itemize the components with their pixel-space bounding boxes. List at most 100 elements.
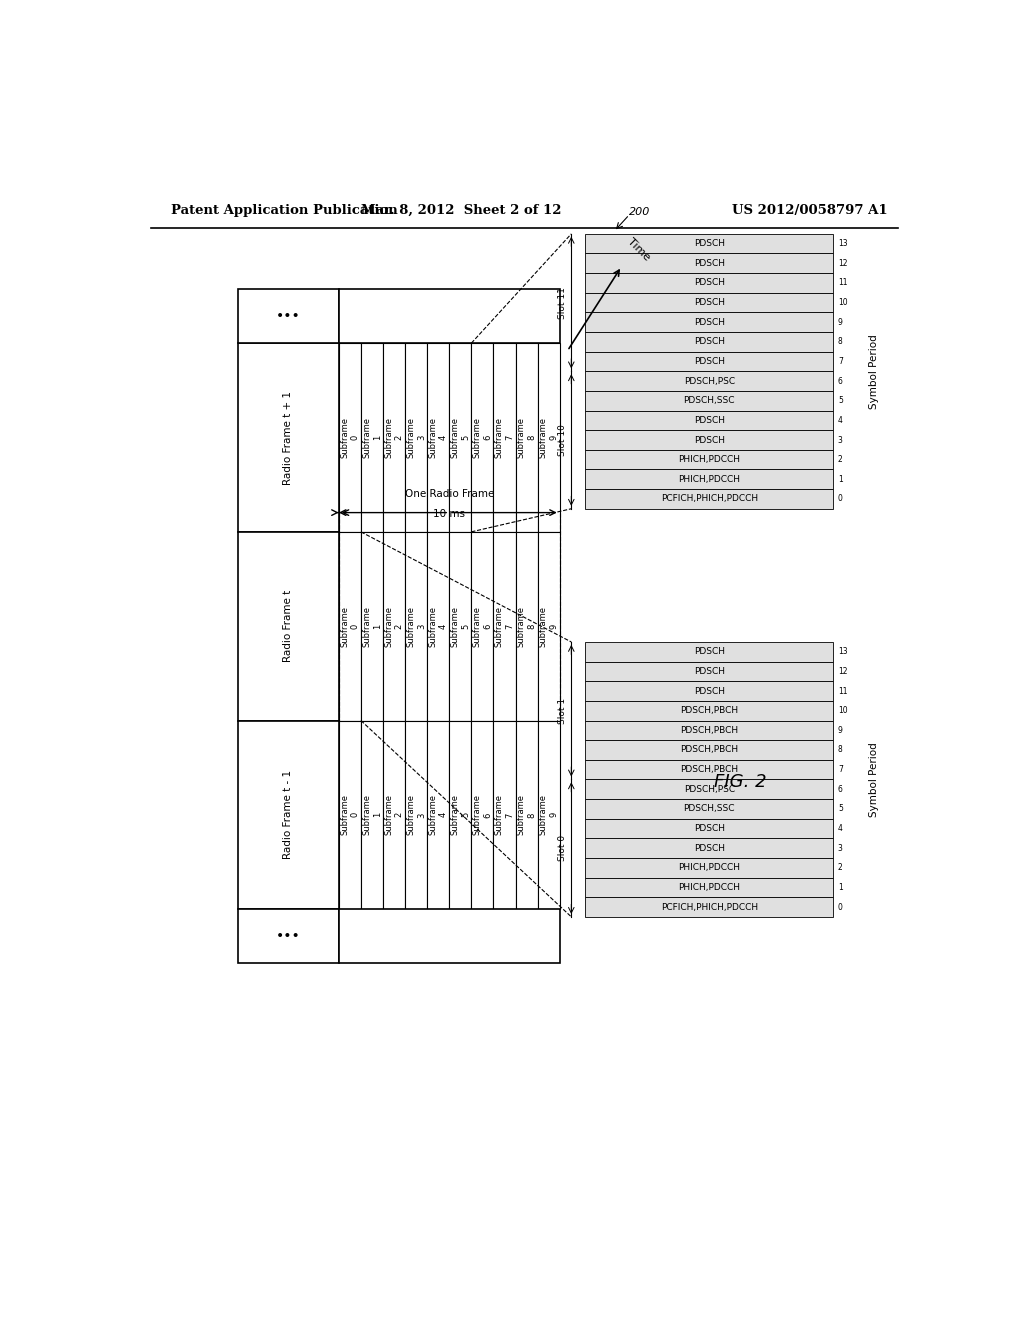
- Text: Subframe
0: Subframe 0: [340, 417, 359, 458]
- Text: Slot 11: Slot 11: [558, 286, 567, 318]
- Bar: [515, 343, 538, 532]
- Text: 12: 12: [838, 259, 848, 268]
- Bar: [586, 838, 834, 858]
- Text: Subframe
0: Subframe 0: [340, 606, 359, 647]
- Bar: [383, 721, 406, 909]
- Text: 10: 10: [838, 298, 848, 308]
- Text: Patent Application Publication: Patent Application Publication: [171, 205, 397, 218]
- Text: PHICH,PDCCH: PHICH,PDCCH: [678, 455, 740, 465]
- Text: PCFICH,PHICH,PDCCH: PCFICH,PHICH,PDCCH: [660, 903, 758, 912]
- Bar: [471, 721, 494, 909]
- Text: PDSCH,PSC: PDSCH,PSC: [684, 784, 735, 793]
- Text: Subframe
8: Subframe 8: [517, 417, 537, 458]
- Text: PHICH,PDCCH: PHICH,PDCCH: [678, 883, 740, 892]
- Text: PDSCH: PDSCH: [693, 279, 725, 288]
- Bar: [238, 343, 339, 532]
- Text: PDSCH: PDSCH: [693, 416, 725, 425]
- Text: Subframe
9: Subframe 9: [539, 606, 558, 647]
- Text: PHICH,PDCCH: PHICH,PDCCH: [678, 475, 740, 484]
- Bar: [427, 721, 450, 909]
- Text: Subframe
1: Subframe 1: [362, 417, 382, 458]
- Text: •••: •••: [276, 309, 301, 323]
- Bar: [586, 490, 834, 508]
- Text: Subframe
6: Subframe 6: [473, 606, 493, 647]
- Text: Subframe
9: Subframe 9: [539, 417, 558, 458]
- Text: 1: 1: [838, 883, 843, 892]
- Text: PDSCH,PBCH: PDSCH,PBCH: [680, 726, 738, 735]
- Bar: [238, 909, 339, 964]
- Text: 13: 13: [838, 647, 848, 656]
- Bar: [586, 898, 834, 917]
- Text: 4: 4: [838, 824, 843, 833]
- Text: PDSCH: PDSCH: [693, 686, 725, 696]
- Bar: [586, 681, 834, 701]
- Bar: [586, 701, 834, 721]
- Text: Subframe
9: Subframe 9: [539, 795, 558, 836]
- Text: PDSCH: PDSCH: [693, 298, 725, 308]
- Bar: [586, 661, 834, 681]
- Bar: [586, 333, 834, 351]
- Text: PDSCH: PDSCH: [693, 239, 725, 248]
- Text: Radio Frame t: Radio Frame t: [284, 590, 294, 663]
- Text: 8: 8: [838, 338, 843, 346]
- Text: Subframe
3: Subframe 3: [407, 417, 426, 458]
- Text: PDSCH: PDSCH: [693, 338, 725, 346]
- Bar: [383, 532, 406, 721]
- Text: 7: 7: [838, 356, 843, 366]
- Bar: [538, 721, 560, 909]
- Bar: [586, 351, 834, 371]
- Text: PDSCH: PDSCH: [693, 436, 725, 445]
- Bar: [538, 532, 560, 721]
- Text: Subframe
4: Subframe 4: [428, 606, 447, 647]
- Bar: [586, 411, 834, 430]
- Text: US 2012/0058797 A1: US 2012/0058797 A1: [732, 205, 888, 218]
- Bar: [339, 343, 360, 532]
- Text: Subframe
5: Subframe 5: [451, 417, 470, 458]
- Text: PDSCH: PDSCH: [693, 356, 725, 366]
- Text: PDSCH,SSC: PDSCH,SSC: [683, 804, 735, 813]
- Text: 3: 3: [838, 436, 843, 445]
- Text: Symbol Period: Symbol Period: [868, 742, 879, 817]
- Text: 5: 5: [838, 804, 843, 813]
- Text: Subframe
5: Subframe 5: [451, 795, 470, 836]
- Text: Subframe
8: Subframe 8: [517, 795, 537, 836]
- Text: Subframe
2: Subframe 2: [384, 795, 403, 836]
- Text: 1: 1: [838, 475, 843, 484]
- Text: Subframe
0: Subframe 0: [340, 795, 359, 836]
- Bar: [586, 878, 834, 898]
- Bar: [471, 532, 494, 721]
- Text: 12: 12: [838, 667, 848, 676]
- Text: PDSCH,SSC: PDSCH,SSC: [683, 396, 735, 405]
- Bar: [586, 741, 834, 760]
- Text: FIG. 2: FIG. 2: [714, 774, 767, 791]
- Text: PDSCH,PBCH: PDSCH,PBCH: [680, 746, 738, 755]
- Text: Subframe
6: Subframe 6: [473, 795, 493, 836]
- Bar: [586, 858, 834, 878]
- Bar: [450, 343, 471, 532]
- Text: •••: •••: [276, 929, 301, 942]
- Bar: [427, 343, 450, 532]
- Text: Subframe
7: Subframe 7: [495, 606, 514, 647]
- Text: Time: Time: [626, 236, 652, 263]
- Text: 10: 10: [838, 706, 848, 715]
- Bar: [586, 430, 834, 450]
- Text: 7: 7: [838, 766, 843, 774]
- Text: 9: 9: [838, 318, 843, 327]
- Text: 11: 11: [838, 686, 848, 696]
- Bar: [586, 273, 834, 293]
- Bar: [427, 532, 450, 721]
- Text: PDSCH: PDSCH: [693, 259, 725, 268]
- Text: PHICH,PDCCH: PHICH,PDCCH: [678, 863, 740, 873]
- Bar: [586, 642, 834, 661]
- Text: Subframe
6: Subframe 6: [473, 417, 493, 458]
- Text: Subframe
2: Subframe 2: [384, 417, 403, 458]
- Text: 6: 6: [838, 784, 843, 793]
- Bar: [471, 343, 494, 532]
- Text: Subframe
5: Subframe 5: [451, 606, 470, 647]
- Bar: [339, 532, 360, 721]
- Bar: [494, 532, 515, 721]
- Bar: [586, 818, 834, 838]
- Bar: [586, 371, 834, 391]
- Text: 8: 8: [838, 746, 843, 755]
- Bar: [383, 343, 406, 532]
